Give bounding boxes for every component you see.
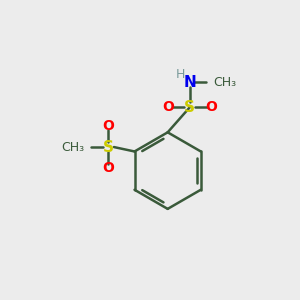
Text: O: O <box>102 161 114 175</box>
Text: O: O <box>102 119 114 133</box>
Text: CH₃: CH₃ <box>213 76 236 89</box>
Text: N: N <box>183 75 196 90</box>
Text: S: S <box>103 140 113 154</box>
Text: S: S <box>184 100 195 115</box>
Text: O: O <box>163 100 175 114</box>
Text: O: O <box>205 100 217 114</box>
Text: CH₃: CH₃ <box>61 141 85 154</box>
Text: H: H <box>176 68 185 80</box>
